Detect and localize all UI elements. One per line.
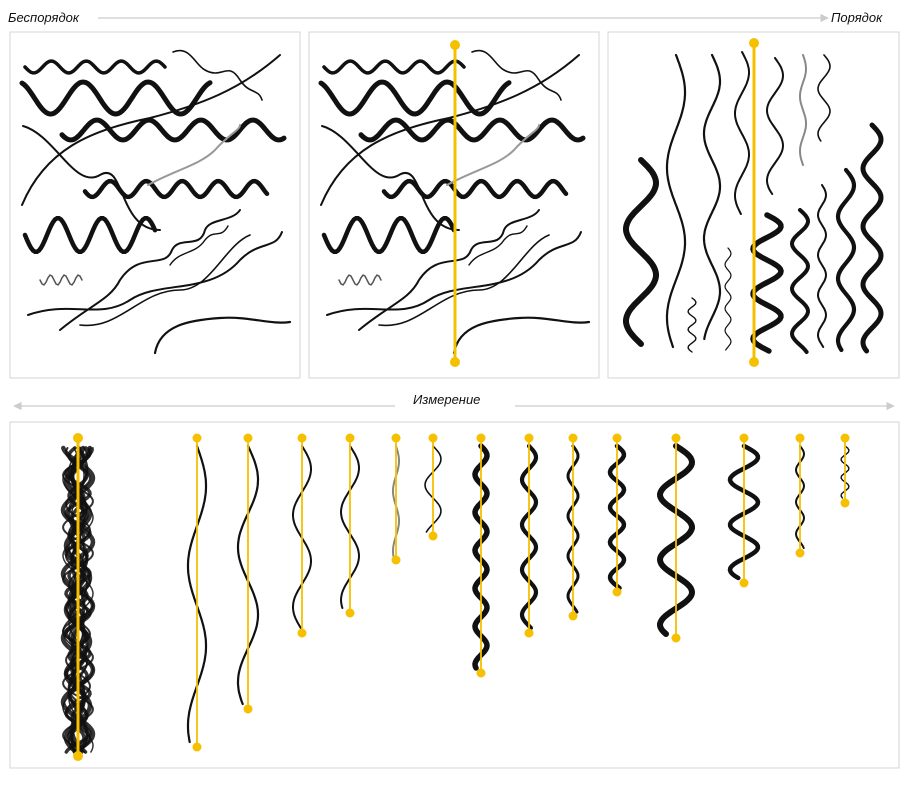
tangle-string <box>21 54 281 206</box>
ordered-string <box>765 57 785 195</box>
measured-string-4 <box>339 433 361 618</box>
measured-string-8 <box>519 433 539 638</box>
label-order: Порядок <box>831 10 883 25</box>
ordered-string <box>835 167 857 353</box>
ordered-string <box>816 184 828 348</box>
tangle-string <box>23 59 167 75</box>
ordered-string <box>702 53 722 341</box>
tangle-string <box>172 49 263 101</box>
ordered-string <box>734 51 750 215</box>
ordered-string <box>724 247 732 351</box>
bundle-string <box>68 447 88 753</box>
tangle-string <box>59 117 287 143</box>
label-measurement: Измерение <box>413 392 481 407</box>
measured-string-2 <box>236 433 260 714</box>
ordered-strings <box>623 51 884 354</box>
tangle-string <box>321 215 457 255</box>
tangle-string <box>169 225 229 266</box>
bundle-string <box>62 447 94 753</box>
tangle-string <box>468 225 528 266</box>
tangle-string <box>147 124 241 186</box>
panel-measurement <box>9 421 900 769</box>
ordered-string <box>665 53 687 349</box>
measured-string-5 <box>391 433 401 565</box>
tangle-string <box>59 209 241 331</box>
measured-string-9 <box>566 433 580 621</box>
bundle-string <box>69 445 87 755</box>
tangle-string <box>452 316 591 355</box>
tangle-string <box>27 231 283 316</box>
ordered-string <box>623 157 659 347</box>
tangle-string <box>322 59 466 75</box>
panel-disorder <box>9 31 301 379</box>
measured-strings <box>186 433 850 752</box>
tangle-string <box>320 54 580 206</box>
tangle-string <box>471 49 562 101</box>
measured-string-6 <box>424 433 442 541</box>
measured-string-12 <box>727 433 761 588</box>
tangle-string <box>326 231 582 316</box>
tangle-string <box>153 316 292 355</box>
string-bundle <box>60 433 96 761</box>
tangle-string <box>19 79 213 117</box>
tangle-string <box>446 124 540 186</box>
tangle-string <box>318 79 512 117</box>
tangle-strings-copy <box>318 49 591 355</box>
ordered-string <box>817 54 831 142</box>
ordered-string <box>687 297 697 353</box>
tangle-string <box>321 125 460 231</box>
ordered-string <box>798 54 808 166</box>
measured-string-14 <box>840 433 850 508</box>
measured-string-13 <box>794 433 806 558</box>
measured-string-3 <box>292 433 312 638</box>
tangle-string <box>358 209 540 331</box>
panel-disorder-measured <box>308 31 600 379</box>
panel-order <box>607 31 900 379</box>
bundle-rod-bottom <box>73 751 83 761</box>
measured-string-11 <box>656 433 696 643</box>
tangle-strings <box>19 49 292 355</box>
tangle-string <box>22 125 161 231</box>
tangle-string <box>82 178 270 200</box>
label-disorder: Беспорядок <box>8 10 80 25</box>
measure-rod-panel2 <box>450 40 460 367</box>
tangle-string <box>381 178 569 200</box>
ordered-string <box>860 122 884 354</box>
measured-string-1 <box>186 433 208 752</box>
tangle-string <box>79 234 251 327</box>
measured-string-7 <box>472 433 490 678</box>
tangle-string <box>378 234 550 327</box>
tangle-string <box>338 274 382 286</box>
ordered-string <box>750 212 784 354</box>
tangle-string <box>358 117 586 143</box>
tangle-string <box>39 274 83 286</box>
measured-string-10 <box>607 433 627 597</box>
measure-rod-panel3 <box>749 38 759 367</box>
ordered-string <box>789 208 811 354</box>
bundle-rod-top <box>73 433 83 443</box>
tangle-string <box>22 215 158 255</box>
